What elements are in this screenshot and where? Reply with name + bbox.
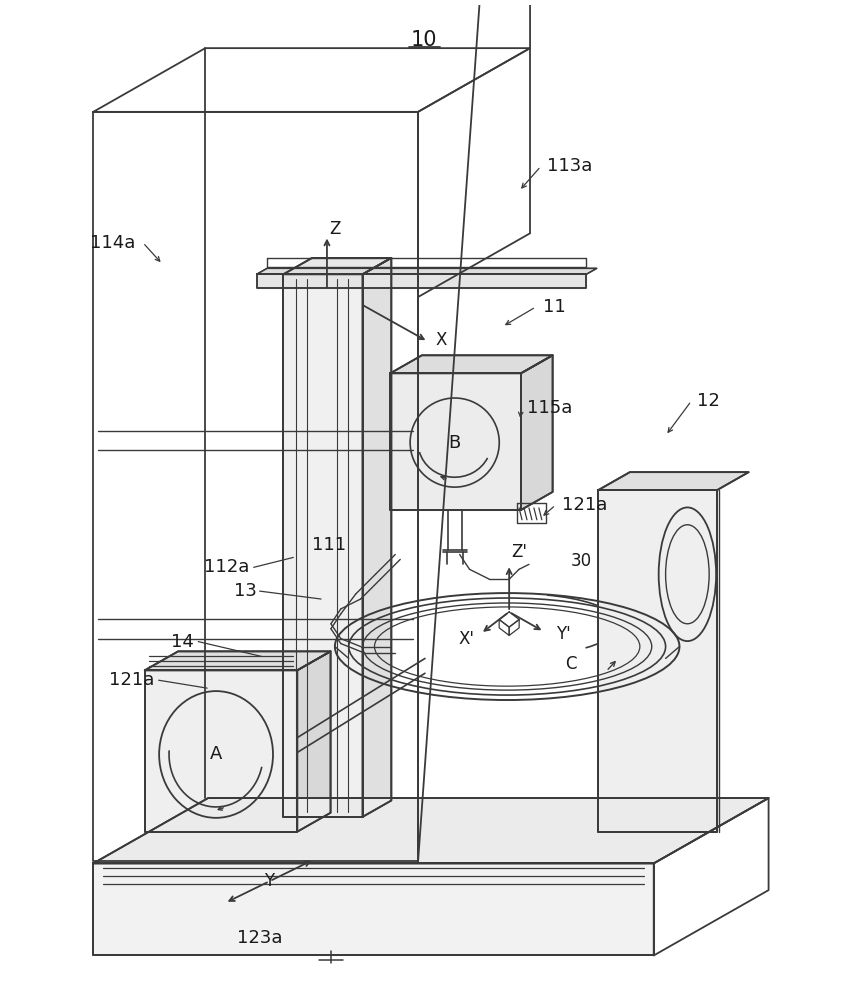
Text: 14: 14 (171, 633, 194, 651)
Polygon shape (145, 670, 298, 832)
Text: 121a: 121a (109, 671, 154, 689)
Text: 30: 30 (571, 552, 592, 570)
Text: 121a: 121a (561, 496, 607, 514)
Polygon shape (390, 355, 553, 373)
Text: X: X (436, 331, 447, 349)
Polygon shape (599, 472, 749, 490)
Text: 111: 111 (312, 536, 346, 554)
Polygon shape (93, 798, 768, 863)
Polygon shape (599, 490, 717, 832)
Text: B: B (449, 434, 460, 452)
Text: 115a: 115a (527, 399, 572, 417)
Polygon shape (93, 863, 654, 955)
Polygon shape (298, 651, 331, 832)
Polygon shape (257, 268, 597, 274)
Text: 112a: 112a (204, 558, 249, 576)
Polygon shape (257, 274, 586, 288)
Text: 114a: 114a (91, 234, 136, 252)
Polygon shape (283, 274, 363, 817)
Text: 12: 12 (697, 392, 720, 410)
Polygon shape (363, 258, 391, 817)
Text: 10: 10 (410, 30, 438, 50)
Text: 113a: 113a (547, 157, 592, 175)
Text: Y: Y (265, 872, 275, 890)
Text: A: A (209, 745, 222, 763)
Text: 13: 13 (234, 582, 257, 600)
Polygon shape (390, 373, 521, 510)
Text: Y': Y' (556, 625, 571, 643)
Text: 11: 11 (543, 298, 566, 316)
Text: 123a: 123a (237, 929, 282, 947)
Text: C: C (565, 655, 577, 673)
Text: Z': Z' (511, 543, 527, 561)
Polygon shape (283, 258, 391, 274)
Text: Z: Z (329, 220, 340, 238)
Polygon shape (145, 651, 331, 670)
Text: X': X' (459, 630, 475, 648)
Polygon shape (521, 355, 553, 510)
